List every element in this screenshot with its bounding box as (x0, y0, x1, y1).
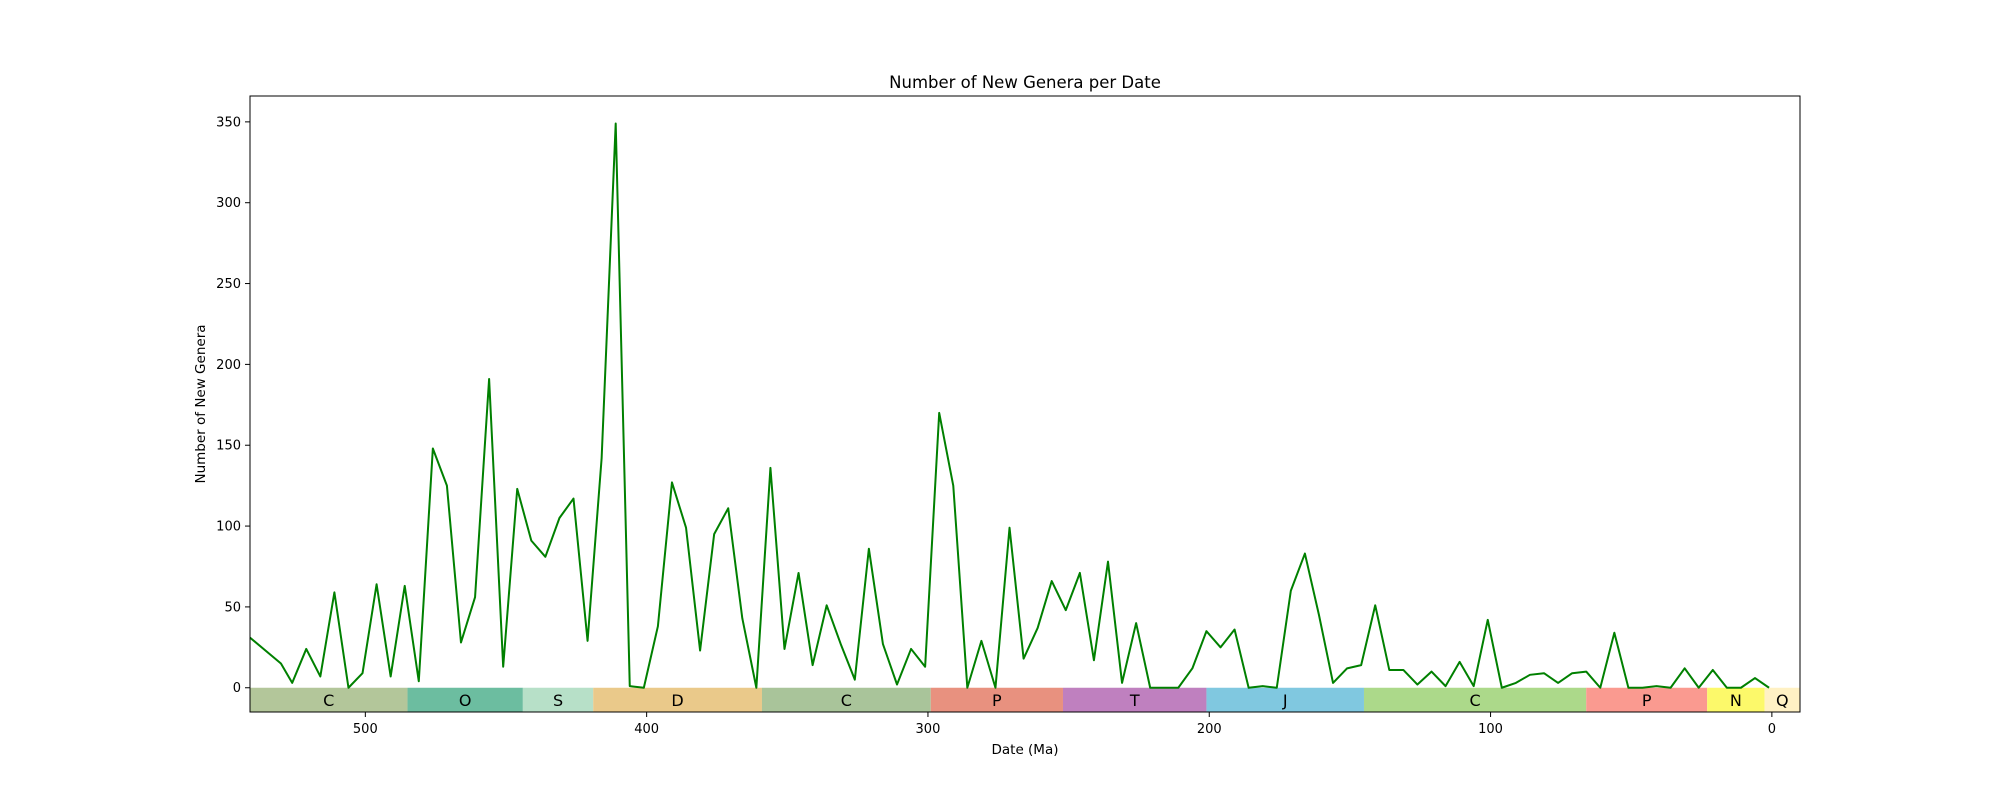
period-label: C (1470, 691, 1481, 710)
x-tick-label: 200 (1197, 722, 1222, 737)
period-band (930, 687, 1063, 712)
y-axis-title: Number of New Genera (193, 324, 209, 483)
period-band (1062, 687, 1207, 712)
y-tick-label: 350 (216, 115, 241, 130)
y-tick-label: 150 (216, 439, 241, 454)
y-tick-label: 200 (216, 358, 241, 373)
period-band (761, 687, 931, 712)
x-tick-label: 400 (634, 722, 659, 737)
y-axis: 0 50 100 150 200 250 300 350 (216, 115, 250, 696)
period-label: C (323, 691, 334, 710)
period-label: T (1129, 691, 1140, 710)
period-label: S (553, 691, 563, 710)
period-band (407, 687, 523, 712)
period-label: P (992, 691, 1002, 710)
period-label: P (1642, 691, 1652, 710)
period-band (1363, 687, 1587, 712)
x-tick-label: 300 (916, 722, 941, 737)
period-band (522, 687, 594, 712)
x-axis: 500 400 300 200 100 0 (353, 712, 1776, 737)
period-label: D (671, 691, 683, 710)
x-tick-label: 0 (1768, 722, 1776, 737)
period-label: N (1730, 691, 1742, 710)
y-tick-label: 0 (233, 681, 241, 696)
series-line (249, 122, 1770, 689)
period-band (1707, 687, 1765, 712)
y-tick-label: 100 (216, 520, 241, 535)
period-label: Q (1776, 691, 1789, 710)
period-band (250, 687, 408, 712)
plot-line (249, 122, 1770, 689)
plot-frame (249, 95, 1801, 713)
period-band (1586, 687, 1708, 712)
y-tick-label: 300 (216, 196, 241, 211)
period-band (593, 687, 762, 712)
period-label: C (841, 691, 852, 710)
x-tick-label: 100 (1478, 722, 1503, 737)
period-label: J (1282, 691, 1288, 710)
y-tick-label: 50 (224, 600, 241, 615)
x-tick-label: 500 (353, 722, 378, 737)
chart-title: Number of New Genera per Date (889, 73, 1161, 92)
x-axis-title: Date (Ma) (991, 742, 1058, 758)
y-tick-label: 250 (216, 277, 241, 292)
period-band (1764, 687, 1800, 712)
period-label: O (459, 691, 472, 710)
period-band (1206, 687, 1364, 712)
